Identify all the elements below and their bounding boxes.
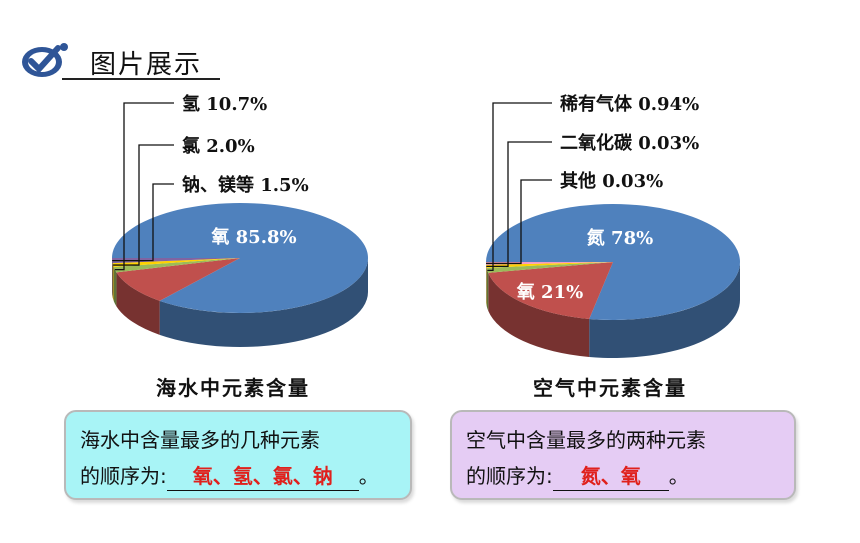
pie-side-wall: [589, 262, 740, 358]
air-question-prefix: 的顺序为:: [466, 464, 553, 488]
pie-slice-label: 氮 78%: [587, 227, 653, 249]
pie-slice: [486, 262, 613, 265]
pie-slice-label: 氧 85.8%: [210, 226, 296, 248]
callout-line: [113, 144, 174, 266]
checkmark-orbit-icon: [22, 43, 68, 77]
callout-line: [486, 141, 552, 268]
sea-question-line1: 海水中含量最多的几种元素: [80, 428, 320, 452]
pie-slice: [112, 258, 240, 267]
pie-slice: [486, 203, 740, 320]
callout-label: 氯 2.0%: [182, 135, 255, 157]
air-question-suffix: 。: [668, 464, 689, 488]
pie-side-wall: [488, 272, 590, 357]
callout-line: [486, 179, 552, 265]
section-header: 图片展示: [18, 40, 228, 82]
air-answer-blank[interactable]: 氮、氧: [552, 462, 669, 491]
page-title: 图片展示: [90, 50, 203, 80]
callout-line: [114, 102, 174, 271]
sea-answer-blank[interactable]: 氧、氢、氯、钠: [166, 462, 359, 491]
callout-label: 钠、镁等 1.5%: [182, 174, 309, 196]
callout-label: 稀有气体 0.94%: [560, 93, 699, 115]
pie-side-wall: [159, 258, 368, 347]
sea-element-pie-chart: 氧 85.8% 氢 10.7% 氯 2.0% 钠、镁等 1.5%: [112, 93, 369, 347]
pie-slice: [116, 258, 240, 301]
callout-label: 其他 0.03%: [560, 170, 663, 192]
pie-side-wall: [113, 266, 117, 307]
header-underline: [62, 78, 220, 80]
pie-slice: [112, 258, 240, 264]
sea-question-suffix: 。: [358, 464, 379, 488]
sea-question-prefix: 的顺序为:: [80, 464, 167, 488]
sea-question-line2: 的顺序为: 氧、氢、氯、钠。: [80, 458, 396, 494]
air-question-box: 空气中含量最多的两种元素 的顺序为: 氮、氧。: [450, 410, 796, 500]
air-element-pie-chart: 氮 78% 氧 21% 稀有气体 0.94% 二氧化碳 0.03% 其他 0.03%: [486, 93, 740, 358]
sea-chart-title: 海水中元素含量: [156, 376, 310, 400]
air-question-line2: 的顺序为: 氮、氧。: [466, 458, 780, 494]
pie-side-wall: [116, 272, 160, 335]
pie-slice: [488, 262, 613, 319]
pie-slice-label: 氧 21%: [516, 281, 583, 303]
pie-slice: [486, 262, 613, 268]
pie-side-wall: [486, 267, 489, 311]
sea-question-box: 海水中含量最多的几种元素 的顺序为: 氧、氢、氯、钠。: [64, 410, 412, 500]
air-question-line1: 空气中含量最多的两种元素: [466, 428, 706, 452]
pie-side-wall: [112, 263, 114, 301]
air-chart-title: 空气中元素含量: [533, 376, 687, 400]
callout-label: 氢 10.7%: [182, 93, 267, 115]
pie-slice: [113, 258, 240, 273]
callout-line: [112, 183, 174, 262]
pie-slice: [112, 202, 369, 314]
callout-line: [487, 102, 552, 272]
callout-label: 二氧化碳 0.03%: [560, 132, 699, 154]
pie-side-wall: [112, 258, 113, 298]
pie-slice: [486, 262, 613, 273]
